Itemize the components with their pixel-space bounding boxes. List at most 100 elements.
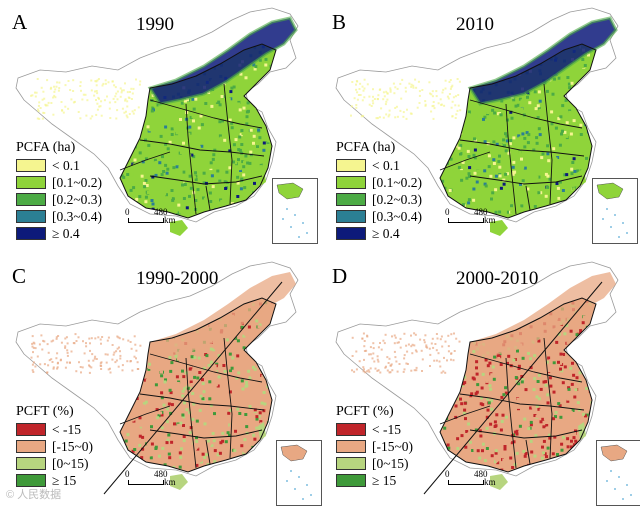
legend-swatch: [336, 474, 366, 487]
panel-letter: A: [12, 10, 28, 34]
legend-label: [-15~0): [372, 438, 414, 454]
scale-bar-line: [128, 480, 164, 485]
scale-unit: km: [164, 477, 176, 487]
legend-swatch: [336, 440, 366, 453]
panel-letter: D: [332, 264, 348, 288]
scale-distance: 480: [154, 469, 168, 479]
legend-swatch: [336, 210, 366, 223]
scale-zero: 0: [125, 207, 130, 217]
panel-period: 2000-2010: [456, 268, 539, 289]
legend-label: ≥ 15: [52, 472, 77, 488]
scale-bar: 0 480 km: [444, 469, 508, 500]
china-map-pcfa-1990: [15, 7, 299, 236]
map-data-fill: [120, 16, 298, 236]
legend-label: [0.3~0.4): [52, 208, 103, 224]
scale-bar-line: [448, 480, 484, 485]
legend-item: [-15~0): [16, 438, 93, 455]
legend-swatch: [16, 193, 46, 206]
scale-bar-line: [448, 218, 484, 223]
map-panel-c: C 1990-2000 PCFT (%) < -15 [-15~0) [0~15…: [0, 254, 322, 508]
legend-swatch: [336, 227, 366, 240]
legend-item: ≥ 0.4: [16, 225, 102, 242]
legend-label: [0.3~0.4): [372, 208, 423, 224]
legend-swatch: [16, 440, 46, 453]
legend-label: < -15: [52, 421, 81, 437]
china-map-pcfa-2010: [335, 7, 619, 236]
panel-period: 2010: [456, 14, 494, 35]
scale-unit: km: [484, 477, 496, 487]
legend-label: [0.2~0.3): [52, 191, 103, 207]
legend-swatch: [336, 193, 366, 206]
legend-title: PCFA (ha): [336, 140, 396, 155]
watermark: © 人民数据: [6, 489, 62, 501]
scale-zero: 0: [125, 469, 130, 479]
legend: PCFA (ha) < 0.1 [0.1~0.2) [0.2~0.3) [0.3…: [16, 140, 102, 242]
map-boundaries: [439, 43, 597, 219]
panel-period: 1990: [136, 14, 174, 35]
legend-label: [-15~0): [52, 438, 94, 454]
scale-zero: 0: [445, 207, 450, 217]
legend-label: ≥ 0.4: [372, 225, 400, 241]
legend: PCFT (%) < -15 [-15~0) [0~15) ≥ 15: [336, 404, 413, 489]
legend-item: [0.1~0.2): [336, 174, 422, 191]
legend: PCFT (%) < -15 [-15~0) [0~15) ≥ 15: [16, 404, 93, 489]
legend-item: < 0.1: [16, 157, 102, 174]
legend-item: ≥ 15: [336, 472, 413, 489]
legend-item: < 0.1: [336, 157, 422, 174]
legend-item: [0.3~0.4): [16, 208, 102, 225]
legend-swatch: [16, 474, 46, 487]
legend-item: [0.3~0.4): [336, 208, 422, 225]
china-map-pcft-2000-2010: [335, 261, 619, 495]
legend-title: PCFT (%): [16, 404, 74, 419]
legend-swatch: [336, 423, 366, 436]
map-boundaries: [119, 43, 277, 219]
legend-swatch: [16, 159, 46, 172]
south-china-sea-inset: [596, 440, 640, 506]
legend-swatch: [16, 457, 46, 470]
map-boundaries: [103, 281, 283, 495]
legend-label: < 0.1: [372, 157, 400, 173]
legend-swatch: [336, 457, 366, 470]
legend: PCFA (ha) < 0.1 [0.1~0.2) [0.2~0.3) [0.3…: [336, 140, 422, 242]
legend-label: ≥ 0.4: [52, 225, 80, 241]
scale-distance: 480: [474, 207, 488, 217]
legend-swatch: [16, 227, 46, 240]
legend-item: [0.2~0.3): [336, 191, 422, 208]
legend-item: [-15~0): [336, 438, 413, 455]
map-panel-a: A 1990 PCFA (ha) < 0.1 [0.1~0.2) [0.2~0.…: [0, 0, 320, 254]
map-panel-d: D 2000-2010 PCFT (%) < -15 [-15~0) [0~15…: [320, 254, 640, 508]
china-map-pcft-1990-2000: [15, 261, 299, 495]
legend-label: [0.2~0.3): [372, 191, 423, 207]
legend-swatch: [336, 159, 366, 172]
scale-unit: km: [164, 215, 176, 225]
legend-item: [0.1~0.2): [16, 174, 102, 191]
legend-label: [0~15): [52, 455, 89, 471]
scale-zero: 0: [445, 469, 450, 479]
scale-bar: 0 480 km: [124, 207, 188, 238]
legend-item: ≥ 0.4: [336, 225, 422, 242]
legend-item: ≥ 15: [16, 472, 93, 489]
legend-label: [0.1~0.2): [372, 174, 423, 190]
legend-swatch: [16, 176, 46, 189]
map-data-fill: [440, 272, 616, 490]
legend-swatch: [16, 423, 46, 436]
scale-bar-line: [128, 218, 164, 223]
legend-swatch: [16, 210, 46, 223]
scale-unit: km: [484, 215, 496, 225]
legend-swatch: [336, 176, 366, 189]
legend-title: PCFA (ha): [16, 140, 76, 155]
panel-letter: B: [332, 10, 347, 34]
legend-item: [0~15): [16, 455, 93, 472]
scale-distance: 480: [154, 207, 168, 217]
scale-distance: 480: [474, 469, 488, 479]
south-china-sea-inset: [276, 440, 322, 506]
legend-title: PCFT (%): [336, 404, 394, 419]
legend-item: [0~15): [336, 455, 413, 472]
scale-bar: 0 480 km: [444, 207, 508, 238]
scale-bar: 0 480 km: [124, 469, 188, 500]
panel-period: 1990-2000: [136, 268, 219, 289]
map-boundaries: [423, 281, 603, 495]
legend-label: < -15: [372, 421, 401, 437]
legend-item: < -15: [16, 421, 93, 438]
legend-item: < -15: [336, 421, 413, 438]
